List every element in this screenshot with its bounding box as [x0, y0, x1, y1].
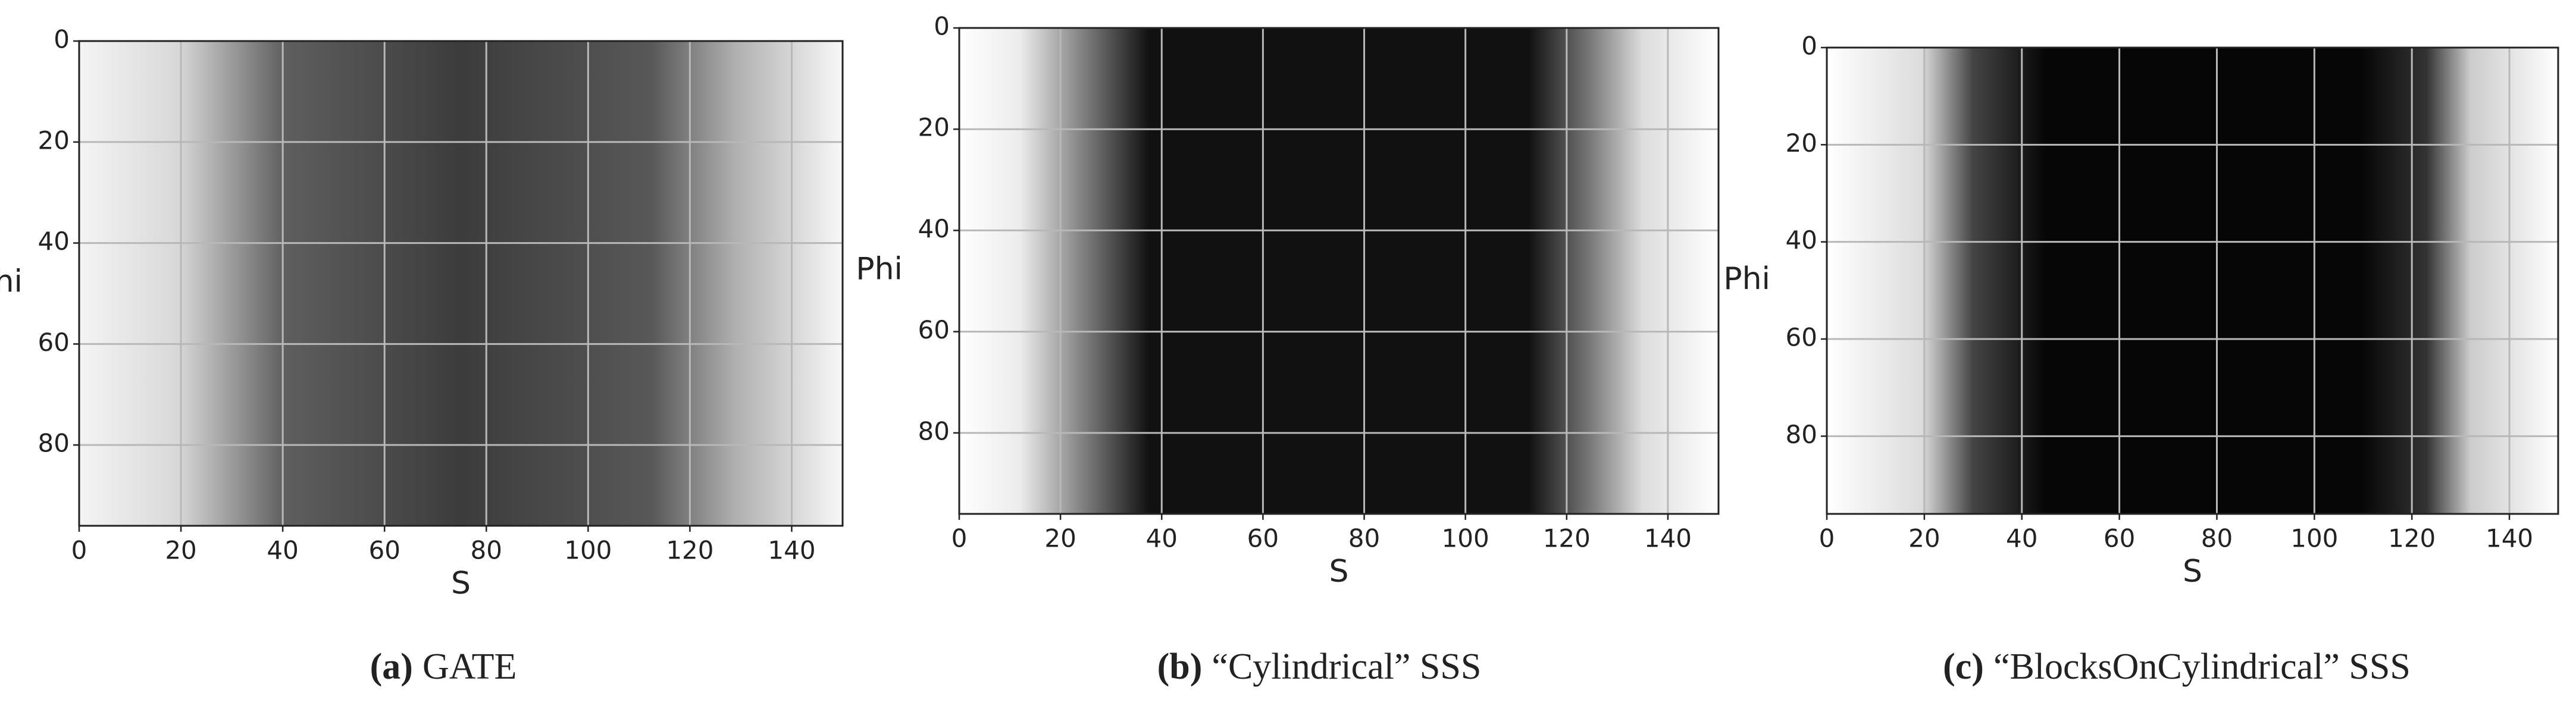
- y-axis-label: Phi: [856, 252, 903, 287]
- x-tick-label: 40: [267, 536, 298, 565]
- x-tick-label: 140: [1644, 524, 1692, 553]
- y-tick-label: 0: [934, 12, 950, 41]
- y-axis-label: Phi: [1723, 261, 1770, 297]
- heatmap-image: [959, 28, 1719, 514]
- x-tick-label: 60: [368, 536, 400, 565]
- heatmap-image: [1827, 48, 2558, 514]
- caption-text: “Cylindrical” SSS: [1212, 647, 1481, 687]
- x-axis-label: S: [1329, 554, 1348, 589]
- x-tick-label: 100: [1442, 524, 1489, 553]
- plot-frame: [1826, 46, 2559, 515]
- x-tick-label: 80: [1348, 524, 1380, 553]
- plot-frame: [78, 40, 844, 527]
- caption-label: (c): [1943, 647, 1984, 687]
- y-tick-label: 60: [918, 315, 950, 344]
- x-tick-label: 80: [471, 536, 502, 565]
- y-tick-label: 20: [918, 113, 950, 142]
- y-tick-label: 60: [1786, 323, 1817, 352]
- x-tick-label: 20: [165, 536, 196, 565]
- x-tick-label: 60: [2104, 524, 2135, 553]
- caption: (a) GATE: [370, 647, 517, 687]
- x-tick-label: 20: [1044, 524, 1076, 553]
- y-tick-label: 0: [54, 25, 70, 54]
- x-axis-label: S: [451, 566, 471, 601]
- y-tick-label: 80: [38, 429, 70, 458]
- x-tick-label: 40: [2006, 524, 2037, 553]
- y-tick-label: 80: [1786, 420, 1817, 449]
- heatmap-image: [79, 41, 843, 526]
- x-tick-label: 120: [666, 536, 713, 565]
- x-tick-label: 100: [2290, 524, 2338, 553]
- y-tick-label: 20: [38, 125, 70, 155]
- x-tick-label: 140: [768, 536, 815, 565]
- caption-label: (a): [370, 647, 413, 687]
- y-tick-label: 40: [38, 227, 70, 256]
- y-tick-label: 20: [1786, 128, 1817, 158]
- x-tick-label: 0: [71, 536, 87, 565]
- x-tick-label: 140: [2486, 524, 2533, 553]
- x-tick-label: 80: [2201, 524, 2233, 553]
- caption: (c) “BlocksOnCylindrical” SSS: [1943, 647, 2411, 687]
- x-tick-label: 100: [564, 536, 612, 565]
- y-tick-label: 80: [918, 416, 950, 445]
- caption: (b) “Cylindrical” SSS: [1157, 647, 1482, 687]
- y-axis-label: Phi: [0, 264, 23, 300]
- x-tick-label: 60: [1247, 524, 1279, 553]
- plot-frame: [958, 27, 1720, 515]
- y-tick-label: 40: [1786, 225, 1817, 255]
- x-tick-label: 120: [2388, 524, 2436, 553]
- y-tick-label: 0: [1801, 32, 1817, 61]
- x-tick-label: 20: [1908, 524, 1940, 553]
- x-tick-label: 120: [1543, 524, 1591, 553]
- x-axis-label: S: [2183, 554, 2202, 589]
- y-tick-label: 60: [38, 328, 70, 357]
- x-tick-label: 0: [951, 524, 968, 553]
- x-tick-label: 40: [1146, 524, 1178, 553]
- y-tick-label: 40: [918, 214, 950, 243]
- caption-label: (b): [1157, 647, 1203, 687]
- caption-text: GATE: [422, 647, 517, 687]
- x-tick-label: 0: [1819, 524, 1835, 553]
- caption-text: “BlocksOnCylindrical” SSS: [1993, 647, 2411, 687]
